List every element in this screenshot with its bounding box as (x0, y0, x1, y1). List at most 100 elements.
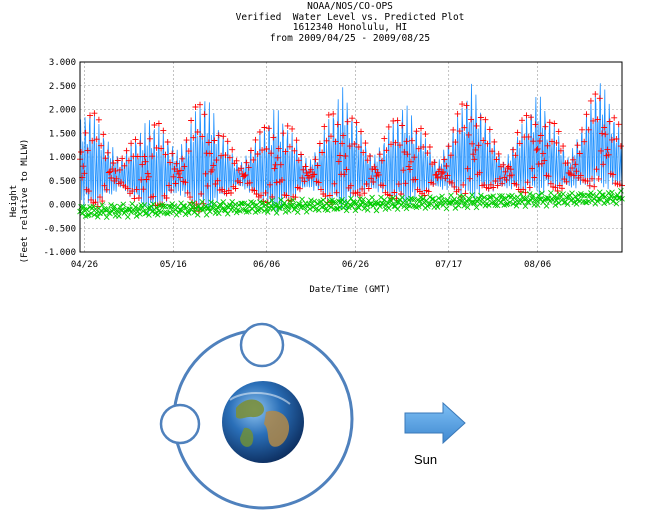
residual-point (492, 202, 499, 209)
residual-point (136, 206, 142, 212)
observed-point (280, 130, 287, 137)
observed-point (540, 150, 547, 157)
y-tick-label: -1.000 (43, 248, 76, 258)
observed-point (135, 195, 142, 201)
observed-point (594, 116, 601, 123)
observed-point (282, 148, 289, 155)
residual-point (180, 203, 187, 209)
chart-header: NOAA/NOS/CO-OPS Verified Water Level vs.… (80, 1, 620, 44)
observed-point (209, 166, 216, 173)
header-date-range: from 2009/04/25 - 2009/08/25 (269, 32, 431, 44)
observed-point (420, 144, 427, 150)
observed-point (250, 156, 257, 163)
residual-point (519, 199, 525, 205)
observed-point (485, 185, 492, 192)
observed-point (168, 187, 175, 194)
residual-point (601, 200, 608, 207)
observed-point (291, 147, 298, 154)
residual-point (534, 202, 541, 208)
observed-point (296, 185, 303, 192)
observed-point (336, 152, 343, 159)
observed-point (174, 168, 181, 175)
observed-point (147, 135, 153, 142)
observed-point (526, 184, 533, 191)
observed-point (98, 142, 105, 149)
observed-point (178, 167, 185, 174)
observed-point (266, 181, 273, 188)
observed-point (584, 178, 591, 184)
observed-point (171, 166, 178, 172)
residual-point (610, 198, 616, 205)
observed-point (413, 128, 420, 135)
residual-point (585, 198, 592, 205)
observed-point (610, 171, 617, 178)
observed-point (304, 172, 311, 179)
observed-point (343, 166, 350, 173)
observed-point (222, 152, 229, 159)
observed-point (114, 157, 121, 164)
observed-point (303, 169, 310, 176)
residual-point (392, 203, 399, 210)
residual-point (208, 199, 214, 206)
residual-point (572, 193, 579, 200)
y-axis-label-line2: (Feet relative to MLLW) (20, 138, 30, 264)
observed-point (84, 147, 91, 154)
residual-point (210, 205, 217, 212)
x-tick-label: 08/06 (524, 260, 551, 270)
residual-point (294, 209, 301, 216)
observed-point (242, 171, 249, 178)
observed-point (371, 163, 378, 170)
observed-point (301, 178, 308, 185)
observed-point (383, 147, 390, 154)
observed-point (80, 163, 87, 170)
observed-point (438, 173, 444, 180)
observed-point (462, 190, 469, 197)
observed-point (259, 147, 266, 154)
residual-point (250, 199, 257, 206)
observed-point (140, 186, 147, 193)
observed-point (356, 192, 363, 199)
observed-point (202, 170, 209, 177)
observed-point (85, 188, 92, 195)
observed-point (536, 138, 543, 144)
observed-point (142, 158, 149, 165)
observed-point (318, 186, 324, 193)
observed-point (385, 123, 392, 130)
observed-point (559, 185, 565, 192)
observed-point (129, 188, 136, 195)
observed-point (262, 189, 269, 196)
residual-point (195, 203, 202, 209)
observed-point (477, 114, 484, 121)
observed-point (199, 133, 206, 140)
residual-point (274, 202, 281, 208)
observed-point (473, 122, 480, 129)
residual-point (446, 200, 453, 206)
observed-point (576, 150, 583, 157)
observed-point (463, 102, 470, 109)
residual-point (153, 204, 160, 211)
observed-point (99, 198, 106, 205)
observed-point (537, 132, 544, 139)
observed-point (233, 157, 240, 164)
residual-point (126, 206, 132, 212)
observed-point (601, 124, 608, 131)
observed-point (554, 188, 561, 194)
observed-point (495, 150, 502, 157)
residual-point (415, 203, 422, 210)
residual-point (363, 202, 370, 208)
observed-point (512, 152, 519, 159)
x-tick-label: 04/26 (71, 260, 98, 270)
residual-point (364, 207, 371, 213)
observed-point (533, 147, 540, 154)
observed-point (469, 140, 476, 147)
observed-point (201, 111, 208, 118)
observed-point (412, 176, 419, 183)
residual-point (359, 199, 365, 206)
observed-point (328, 133, 334, 140)
observed-point (574, 142, 581, 149)
residual-point (615, 195, 622, 201)
observed-point (256, 129, 263, 135)
observed-point (394, 117, 401, 124)
observed-point (586, 182, 593, 189)
observed-point (364, 157, 371, 164)
